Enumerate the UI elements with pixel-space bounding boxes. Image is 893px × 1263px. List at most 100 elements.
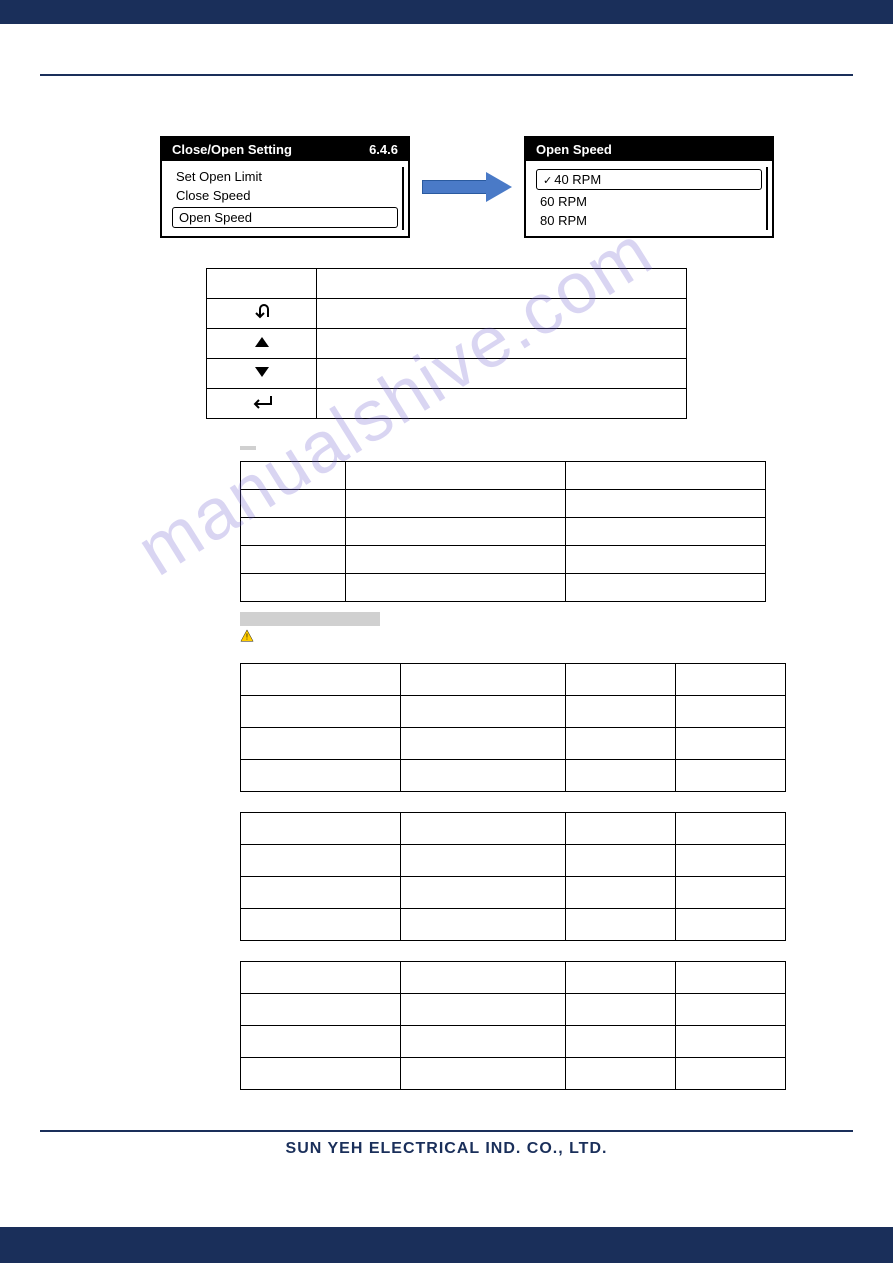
table-cell [401,728,566,760]
scroll-indicator [402,167,404,230]
table-cell [676,728,786,760]
table-cell [566,696,676,728]
table-cell [566,962,676,994]
table-cell [346,546,566,574]
table-cell [676,1026,786,1058]
screen-left: Close/Open Setting 6.4.6 Set Open Limit … [160,136,410,238]
up-icon [207,329,317,359]
table-cell [317,389,687,419]
down-icon [207,359,317,389]
table-cell [676,909,786,941]
table-cell [241,664,401,696]
table-cell [317,329,687,359]
table-cell [401,994,566,1026]
table-cell [566,909,676,941]
bottom-bar [0,1227,893,1263]
table-cell [566,728,676,760]
table-cell [566,994,676,1026]
menu-item: 80 RPM [536,211,762,230]
table-cell [317,269,687,299]
table-cell [207,269,317,299]
table-cell [317,299,687,329]
table-cell [346,462,566,490]
table-cell [241,518,346,546]
table-cell [241,696,401,728]
table-cell [241,813,401,845]
table-cell [401,845,566,877]
table-cell [401,1058,566,1090]
table-cell [241,1026,401,1058]
table-cell [346,518,566,546]
table-cell [566,845,676,877]
table-cell [401,877,566,909]
speed-table [240,461,766,602]
warning-row: ! [240,612,853,643]
table-cell [401,1026,566,1058]
table-cell [566,1058,676,1090]
table-cell [401,813,566,845]
table-cell [241,845,401,877]
screen-right-title: Open Speed [536,142,612,157]
table-cell [241,994,401,1026]
table-cell [241,462,346,490]
table-cell [566,546,766,574]
table-cell [566,518,766,546]
table-cell [241,909,401,941]
table-cell [566,664,676,696]
menu-item-selected: Open Speed [172,207,398,228]
table-cell [241,760,401,792]
table-cell [241,728,401,760]
footer-company: SUN YEH ELECTRICAL IND. CO., LTD. [0,1140,893,1168]
table-cell [676,696,786,728]
scroll-indicator [766,167,768,230]
table-cell [401,696,566,728]
table-cell [241,962,401,994]
table-cell [676,994,786,1026]
screen-right: Open Speed 40 RPM 60 RPM 80 RPM [524,136,774,238]
table-cell [566,1026,676,1058]
back-icon [207,299,317,329]
table-cell [241,1058,401,1090]
table-cell [676,845,786,877]
menu-item: Close Speed [172,186,398,205]
arrow-right-icon [422,172,512,202]
table-cell [241,490,346,518]
table-cell [317,359,687,389]
icon-description-table [206,268,687,419]
model-table-2 [240,812,786,941]
table-cell [566,877,676,909]
table-cell [566,574,766,602]
table-cell [676,813,786,845]
menu-item: Set Open Limit [172,167,398,186]
table-cell [241,877,401,909]
table-cell [566,813,676,845]
table-cell [566,490,766,518]
table-cell [676,962,786,994]
table-cell [401,909,566,941]
table-cell [676,664,786,696]
table-cell [566,462,766,490]
table-cell [401,760,566,792]
note-badge [240,446,256,450]
table-cell [676,877,786,909]
table-cell [676,760,786,792]
table-cell [241,574,346,602]
menu-item: 60 RPM [536,192,762,211]
screen-left-code: 6.4.6 [369,142,398,157]
table-cell [241,546,346,574]
enter-icon [207,389,317,419]
table-cell [401,664,566,696]
table-cell [346,574,566,602]
top-bar [0,0,893,24]
menu-item-checked: 40 RPM [536,169,762,190]
screen-left-title: Close/Open Setting [172,142,292,157]
table-cell [346,490,566,518]
table-cell [566,760,676,792]
warning-icon: ! [240,629,254,643]
svg-text:!: ! [246,633,248,642]
model-table-1 [240,663,786,792]
model-table-3 [240,961,786,1090]
menu-diagram: Close/Open Setting 6.4.6 Set Open Limit … [160,136,853,238]
table-cell [401,962,566,994]
header-rule [40,74,853,76]
